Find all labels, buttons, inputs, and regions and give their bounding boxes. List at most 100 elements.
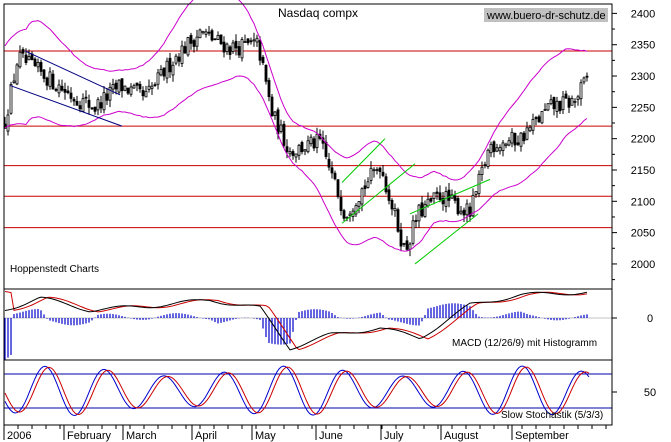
candle-body	[534, 117, 538, 120]
candle-body	[237, 46, 241, 56]
candle-body	[360, 188, 364, 205]
candle-body	[423, 204, 427, 218]
candle-body	[219, 34, 223, 45]
candle-body	[168, 57, 172, 73]
plot-frame	[3, 3, 613, 426]
candle-body	[540, 110, 544, 124]
candle-body	[39, 62, 43, 72]
candle-body	[555, 100, 559, 112]
y-tick-label: 2250	[631, 102, 655, 114]
candle-body	[438, 192, 442, 200]
candle-body	[459, 210, 463, 214]
x-tick-label: 2006	[7, 430, 31, 442]
candle-body	[153, 84, 157, 87]
candle-body	[228, 46, 232, 55]
candle-body	[258, 40, 262, 61]
candle-body	[393, 207, 397, 212]
candle-body	[396, 209, 400, 232]
candle-body	[234, 40, 238, 49]
candle-body	[456, 198, 460, 215]
candle-body	[294, 153, 298, 158]
candle-body	[384, 176, 388, 193]
candle-body	[447, 189, 451, 201]
candle-body	[150, 85, 154, 89]
candle-body	[570, 98, 574, 106]
candle-body	[225, 43, 229, 52]
candle-body	[498, 147, 502, 152]
candle-body	[132, 85, 136, 89]
candle-body	[18, 51, 22, 68]
candle-body	[441, 197, 445, 205]
candle-body	[354, 205, 358, 215]
candle-body	[372, 169, 376, 172]
candle-body	[96, 99, 100, 111]
candle-body	[528, 126, 532, 132]
candle-body	[375, 169, 379, 172]
candle-body	[507, 140, 511, 146]
candle-body	[111, 84, 115, 90]
candle-body	[261, 56, 265, 64]
candle-body	[402, 243, 406, 245]
candle-body	[561, 96, 565, 111]
bollinger-lower	[4, 75, 588, 252]
candle-body	[54, 88, 58, 91]
candle-body	[240, 39, 244, 59]
candle-body	[558, 100, 562, 112]
candle-body	[45, 77, 49, 86]
candle-body	[513, 132, 517, 146]
candle-body	[15, 64, 19, 85]
candle-body	[114, 82, 118, 90]
candle-body	[60, 85, 64, 91]
trend-line	[24, 50, 121, 96]
candle-body	[333, 172, 337, 180]
candle-body	[390, 199, 394, 210]
candle-body	[330, 167, 334, 174]
candle-body	[567, 97, 571, 108]
candle-body	[246, 38, 250, 44]
candle-body	[291, 151, 295, 156]
candle-body	[36, 62, 40, 68]
candle-body	[189, 35, 193, 44]
candle-body	[99, 102, 103, 109]
candle-body	[486, 149, 490, 168]
candle-body	[195, 36, 199, 47]
candle-body	[387, 189, 391, 201]
candle-body	[363, 185, 367, 190]
stoch-tick-label: 50	[644, 387, 656, 399]
y-tick-label: 2000	[631, 259, 655, 271]
x-tick-label: September	[515, 430, 569, 442]
candle-body	[84, 96, 88, 99]
candle-body	[147, 85, 151, 90]
candle-body	[552, 96, 556, 110]
candle-body	[417, 204, 421, 222]
candle-body	[27, 56, 31, 61]
bollinger-upper	[4, 0, 588, 181]
candle-body	[576, 96, 580, 100]
x-tick-label: August	[444, 430, 478, 442]
y-tick-label: 2100	[631, 196, 655, 208]
candle-body	[339, 196, 343, 211]
candle-body	[309, 136, 313, 145]
candle-body	[378, 167, 382, 172]
candle-body	[216, 35, 220, 40]
candle-body	[381, 171, 385, 176]
candle-body	[453, 195, 457, 201]
macd-label: MACD (12/26/9) mit Histogramm	[452, 338, 597, 349]
candle-body	[135, 82, 139, 86]
candle-body	[462, 209, 466, 216]
candle-body	[138, 83, 142, 90]
x-tick-label: July	[384, 430, 404, 442]
candle-body	[57, 84, 61, 94]
candle-body	[585, 75, 589, 78]
y-tick-label: 2150	[631, 165, 655, 177]
watermark: www.buero-dr-schutz.de	[486, 10, 606, 22]
candle-body	[255, 37, 259, 43]
candle-body	[480, 166, 484, 175]
candle-body	[348, 213, 352, 217]
candle-body	[144, 90, 148, 98]
candle-body	[231, 42, 235, 52]
candle-body	[267, 80, 271, 98]
candle-body	[342, 210, 346, 219]
channel-line	[409, 178, 491, 215]
candle-body	[213, 38, 217, 41]
